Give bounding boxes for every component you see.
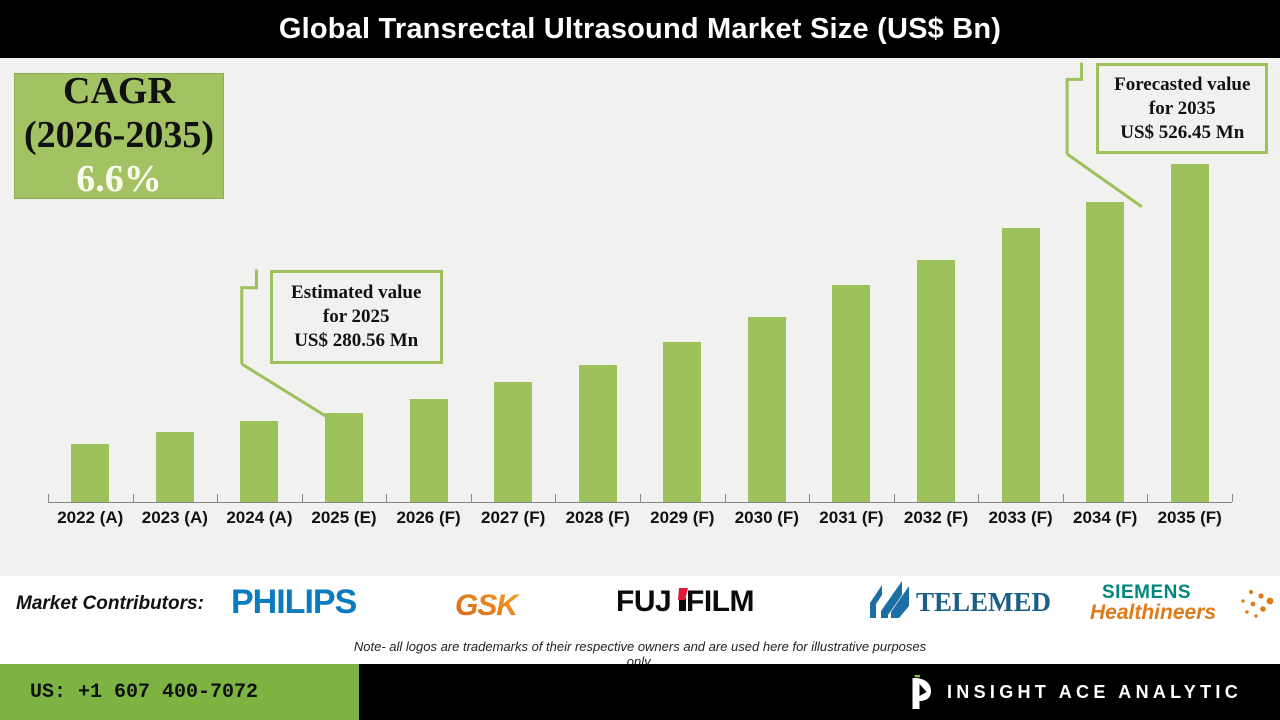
svg-text:FUJ: FUJ bbox=[616, 586, 671, 618]
svg-text:GSK: GSK bbox=[455, 590, 520, 622]
svg-text:SIEMENS: SIEMENS bbox=[1102, 582, 1191, 603]
svg-text:PHILIPS: PHILIPS bbox=[231, 586, 357, 620]
svg-text:Healthineers: Healthineers bbox=[1090, 601, 1216, 622]
svg-text:TELEMED: TELEMED bbox=[916, 587, 1051, 617]
svg-text:FILM: FILM bbox=[686, 586, 754, 618]
